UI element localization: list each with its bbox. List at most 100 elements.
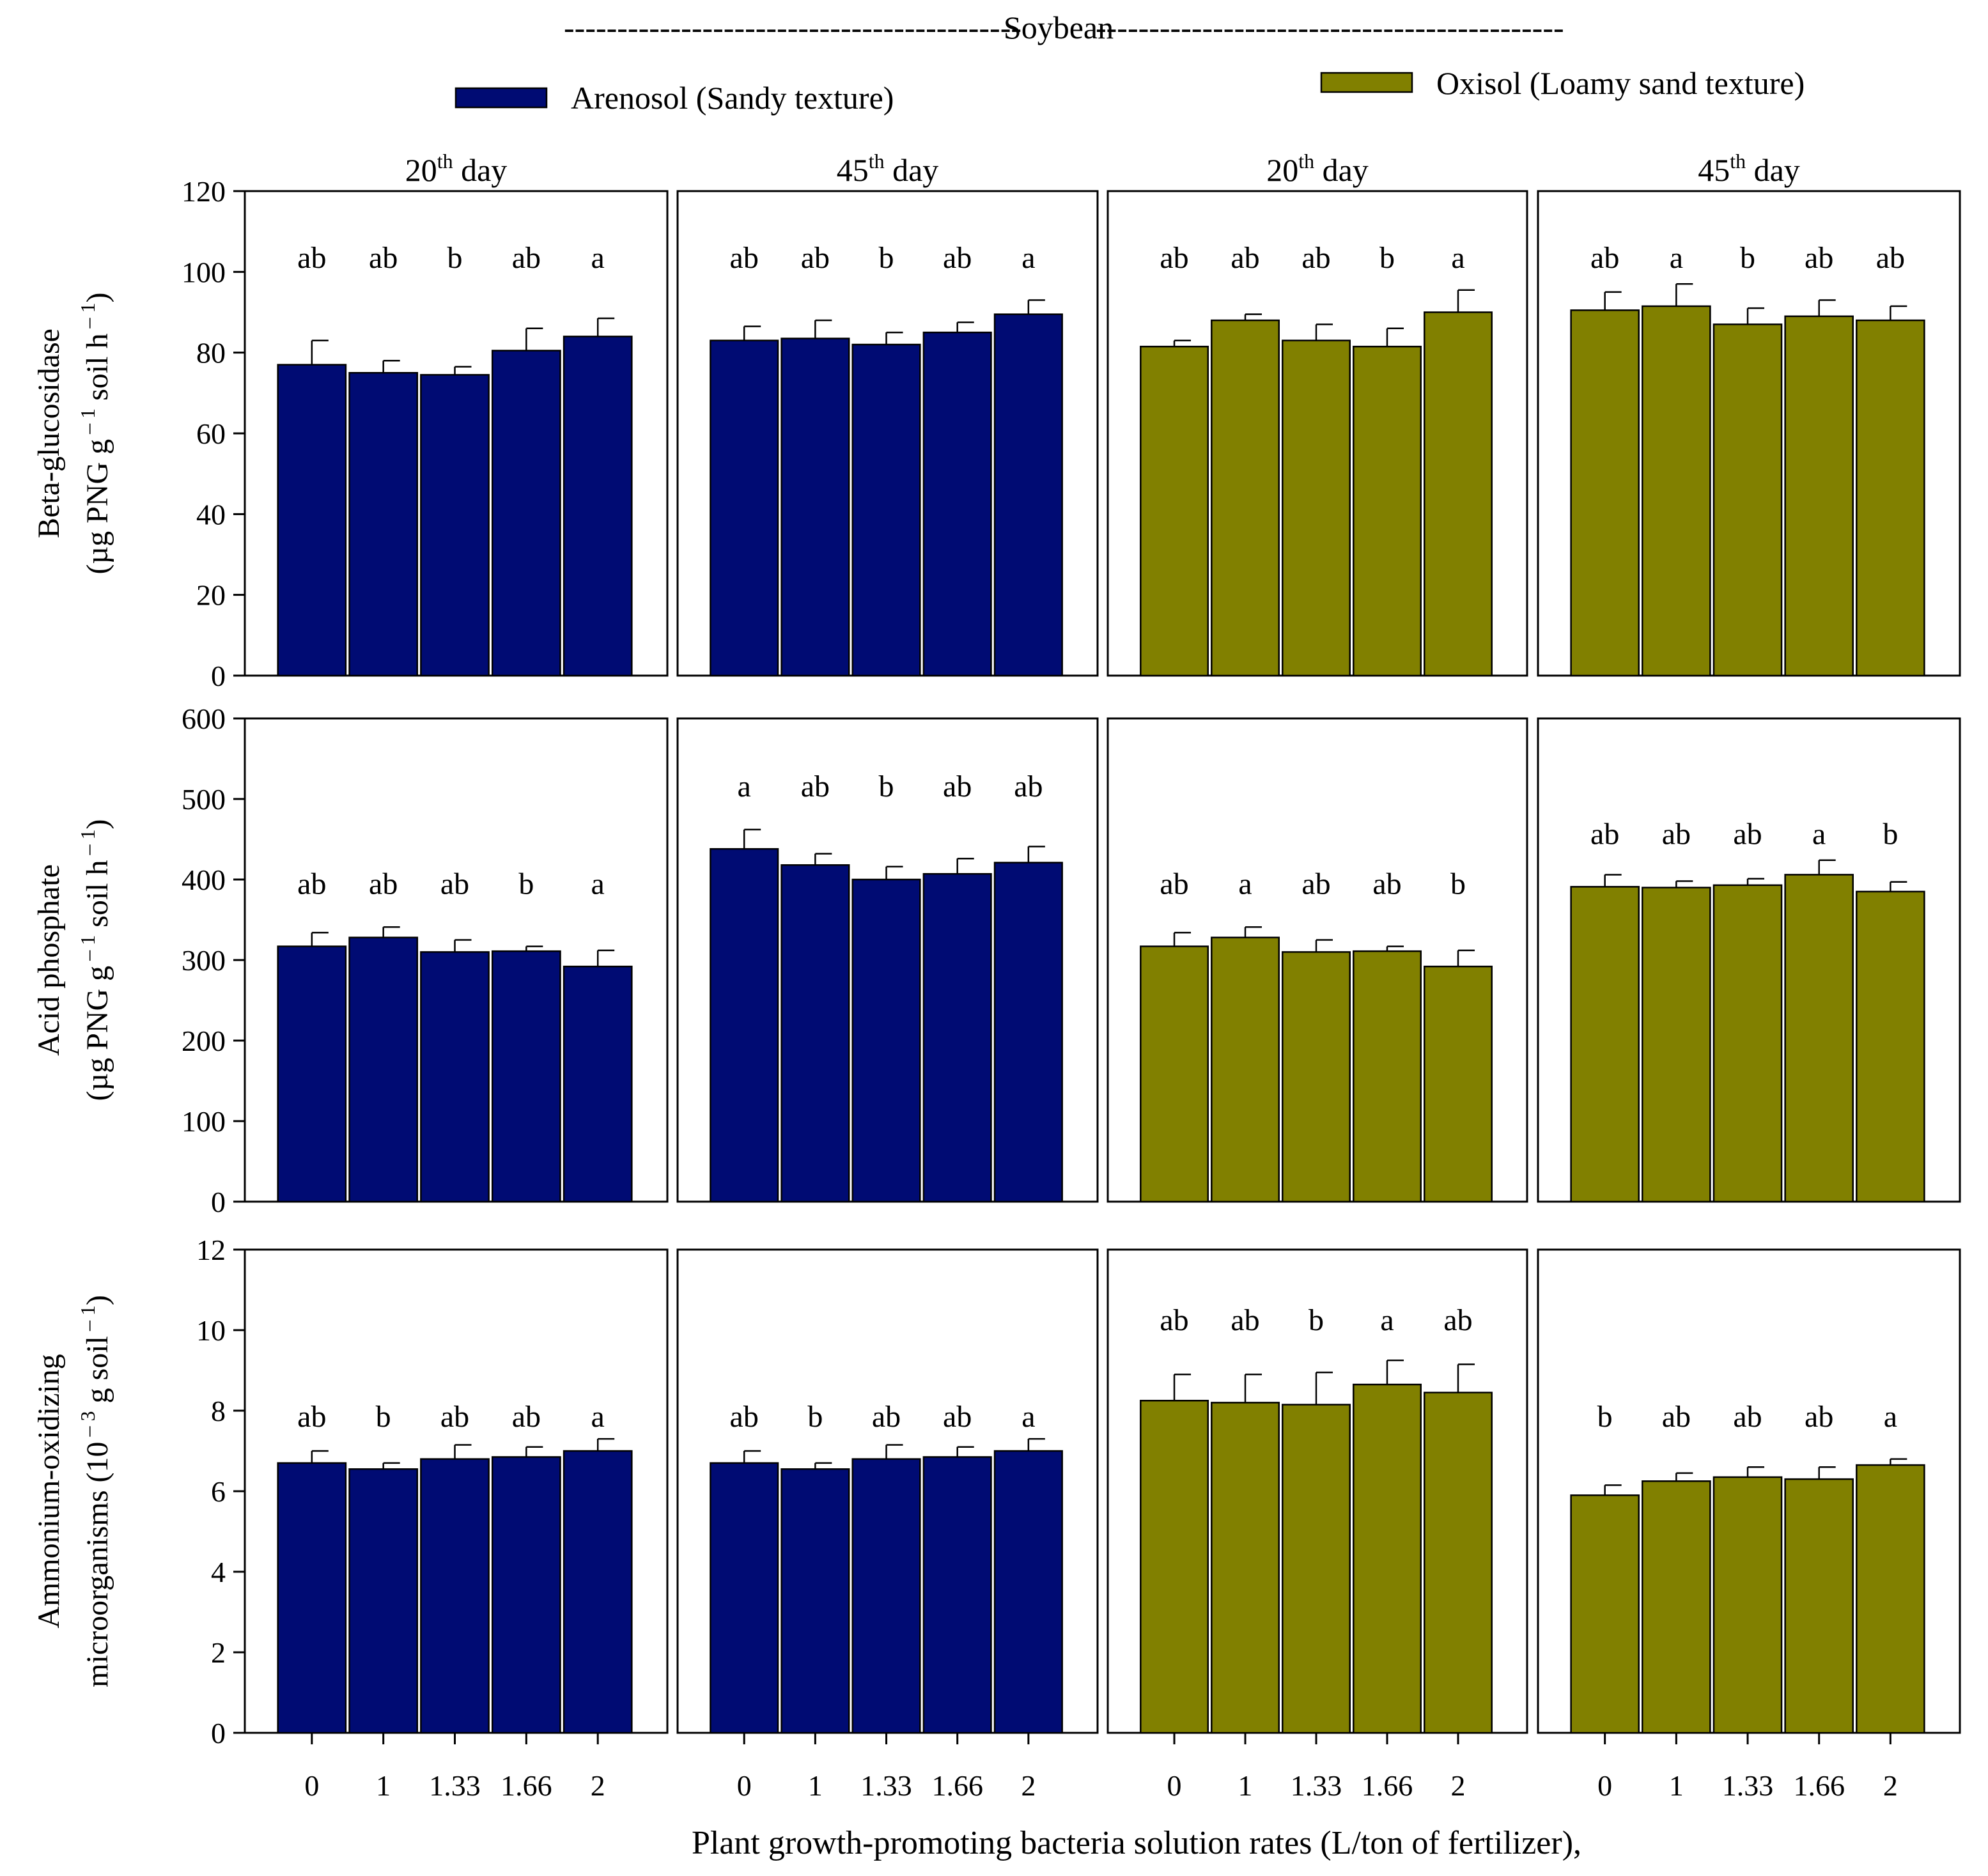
- significance-letter: a: [1451, 241, 1464, 275]
- column-title-sup: th: [437, 150, 453, 173]
- y-axis-label-line1: Beta-glucosidase: [32, 329, 66, 538]
- column-title-day: 20: [405, 152, 437, 188]
- x-tick-label: 2: [1883, 1769, 1898, 1802]
- x-tick-label: 1.33: [1722, 1769, 1774, 1802]
- significance-letter: b: [1450, 867, 1466, 901]
- x-tick-label: 2: [1451, 1769, 1466, 1802]
- significance-letter: b: [1309, 1303, 1324, 1337]
- bar: [1211, 319, 1280, 677]
- y-axis-label-line2: microorganisms (10 – 3 g soil – 1): [76, 1295, 114, 1687]
- y-axis-label-line1: Ammonium-oxidizing: [32, 1354, 66, 1628]
- significance-letter: ab: [1733, 818, 1762, 851]
- y-tick-label: 100: [182, 1105, 226, 1138]
- legend-label-arenosol: Arenosol (Sandy texture): [571, 80, 894, 116]
- bar: [1282, 1404, 1351, 1734]
- significance-letter: ab: [730, 1400, 759, 1434]
- bar: [851, 1458, 921, 1734]
- significance-letter: a: [1380, 1303, 1394, 1337]
- y-axis-label-text: (µg PNG g: [81, 439, 114, 575]
- significance-letter: a: [591, 867, 605, 901]
- x-tick-label: 1.66: [931, 1769, 983, 1802]
- significance-letter: ab: [1590, 818, 1619, 851]
- y-tick-label: 2: [211, 1636, 226, 1669]
- x-tick-label: 0: [737, 1769, 752, 1802]
- bar: [1642, 305, 1711, 677]
- chart-panel: 0 100 200 300 400 500 600 ab ab ab b a: [182, 702, 669, 1218]
- bar: [993, 1450, 1063, 1734]
- bar: [922, 872, 992, 1203]
- y-tick-label: 8: [211, 1395, 226, 1427]
- significance-letter: b: [1597, 1400, 1613, 1434]
- bar: [710, 1462, 779, 1734]
- column-title: 20th day: [1266, 150, 1369, 188]
- significance-letter: ab: [1231, 1303, 1259, 1337]
- x-tick-label: 1.33: [429, 1769, 481, 1802]
- y-axis-labels: Beta-glucosidase (µg PNG g – 1 soil h – 1…: [32, 292, 114, 1687]
- bar: [1856, 319, 1925, 677]
- significance-letter: ab: [1805, 241, 1833, 275]
- significance-letter: ab: [801, 241, 830, 275]
- column-title-day: 45: [1698, 152, 1730, 188]
- significance-letter: ab: [730, 241, 759, 275]
- x-tick-label: 1.66: [1793, 1769, 1845, 1802]
- bar: [1784, 874, 1854, 1203]
- y-tick-label: 4: [211, 1556, 226, 1588]
- y-tick-label: 0: [211, 1186, 226, 1218]
- bar: [1712, 884, 1783, 1203]
- significance-letter: ab: [1160, 241, 1188, 275]
- bar: [1424, 1391, 1493, 1734]
- bar: [993, 862, 1063, 1203]
- x-tick-label: 1: [808, 1769, 823, 1802]
- y-axis-label-line2: (µg PNG g – 1 soil h – 1): [76, 292, 114, 574]
- bar: [420, 951, 490, 1203]
- significance-letter: ab: [1301, 241, 1330, 275]
- bar: [563, 336, 633, 677]
- significance-letter: ab: [440, 1400, 469, 1434]
- bar: [1282, 339, 1351, 677]
- y-axis-label-text: soil h: [81, 860, 114, 934]
- bar: [491, 1456, 561, 1734]
- bar: [1140, 345, 1209, 677]
- bar: [780, 337, 850, 677]
- y-tick-label: 120: [182, 175, 226, 208]
- bar: [1856, 1464, 1925, 1734]
- banner-dashes-left: ----------------------------------------…: [564, 10, 1021, 45]
- y-axis-label-exponent: – 3: [76, 1411, 99, 1441]
- y-tick-label: 400: [182, 864, 226, 896]
- bar: [563, 965, 633, 1203]
- legend-swatch-oxisol: [1320, 72, 1413, 93]
- chart-panel: a ab b ab ab: [676, 717, 1099, 1203]
- column-title: 45th day: [1698, 150, 1800, 188]
- bar: [851, 878, 921, 1203]
- significance-letter: a: [1238, 867, 1252, 901]
- y-axis-label-exponent: – 1: [76, 829, 99, 860]
- bar: [1140, 945, 1209, 1203]
- x-tick-label: 2: [1021, 1769, 1036, 1802]
- significance-letter: ab: [440, 867, 469, 901]
- y-axis-label-exponent: – 1: [76, 408, 99, 439]
- column-title: 45th day: [837, 150, 939, 188]
- column-title-unit: day: [453, 152, 508, 188]
- y-tick-label: 40: [196, 498, 226, 531]
- y-tick-label: 60: [196, 417, 226, 450]
- chart-panel: ab 0 ab 1 b 1.33 a 1.66 ab 2: [1107, 1248, 1528, 1802]
- column-title-unit: day: [1314, 152, 1369, 188]
- bar: [1642, 1480, 1711, 1734]
- bar: [1712, 1476, 1783, 1734]
- significance-letter: ab: [1805, 1400, 1833, 1434]
- significance-letter: ab: [1014, 770, 1043, 803]
- chart-panel: ab ab ab b a: [1107, 190, 1528, 677]
- bar: [922, 1456, 992, 1734]
- chart-panel: ab a ab ab b: [1107, 717, 1528, 1203]
- y-tick-label: 6: [211, 1475, 226, 1508]
- bar: [1353, 345, 1422, 677]
- significance-letter: ab: [1662, 1400, 1691, 1434]
- significance-letter: b: [1883, 818, 1898, 851]
- bar: [1570, 309, 1640, 677]
- y-axis-label-text: ): [81, 819, 114, 829]
- bar: [1570, 886, 1640, 1203]
- significance-letter: b: [447, 241, 463, 275]
- significance-letter: a: [738, 770, 751, 803]
- y-tick-label: 80: [196, 337, 226, 369]
